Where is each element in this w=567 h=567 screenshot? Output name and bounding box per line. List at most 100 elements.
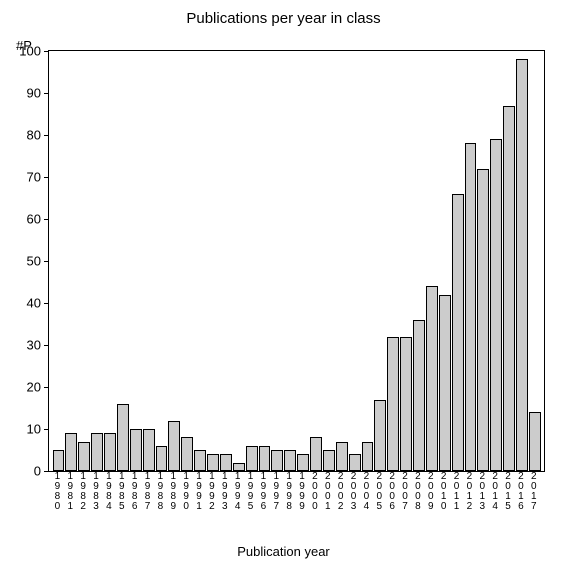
x-tick-label: 1993 — [218, 472, 231, 512]
bar — [529, 412, 541, 471]
bar — [336, 442, 348, 471]
x-tick-label: 1996 — [257, 472, 270, 512]
bar — [78, 442, 90, 471]
x-tick-label: 2012 — [463, 472, 476, 512]
x-tick-label: 1992 — [206, 472, 219, 512]
x-tick-label: 2011 — [450, 472, 463, 512]
bar — [323, 450, 335, 471]
y-tick-label: 80 — [27, 128, 41, 143]
x-tick-label: 1980 — [51, 472, 64, 512]
y-tick — [44, 135, 49, 136]
y-tick — [44, 177, 49, 178]
x-tick-label: 2009 — [424, 472, 437, 512]
bar — [181, 437, 193, 471]
bar — [465, 143, 477, 471]
y-tick-label: 100 — [19, 44, 41, 59]
y-tick — [44, 429, 49, 430]
bar — [168, 421, 180, 471]
bar — [220, 454, 232, 471]
bar — [490, 139, 502, 471]
x-tick-label: 1986 — [128, 472, 141, 512]
bar — [117, 404, 129, 471]
y-tick — [44, 51, 49, 52]
x-tick-label: 1984 — [103, 472, 116, 512]
bar — [516, 59, 528, 471]
bar — [426, 286, 438, 471]
x-tick-label: 2007 — [399, 472, 412, 512]
x-tick-label: 2017 — [527, 472, 540, 512]
y-tick — [44, 93, 49, 94]
x-tick-label: 2005 — [373, 472, 386, 512]
bar — [194, 450, 206, 471]
bar — [310, 437, 322, 471]
y-tick-label: 40 — [27, 296, 41, 311]
y-tick — [44, 219, 49, 220]
x-tick-label: 2003 — [347, 472, 360, 512]
x-tick-label: 1988 — [154, 472, 167, 512]
bar — [400, 337, 412, 471]
y-tick-label: 20 — [27, 380, 41, 395]
y-tick-label: 60 — [27, 212, 41, 227]
bar — [259, 446, 271, 471]
x-tick-label: 1985 — [115, 472, 128, 512]
x-tick-label: 1999 — [296, 472, 309, 512]
y-tick — [44, 261, 49, 262]
x-tick-label: 2002 — [334, 472, 347, 512]
x-tick-label: 1990 — [180, 472, 193, 512]
x-tick-label: 1995 — [244, 472, 257, 512]
bar — [374, 400, 386, 471]
x-tick-label: 1983 — [90, 472, 103, 512]
x-tick-label: 2006 — [386, 472, 399, 512]
bar — [91, 433, 103, 471]
x-tick-label: 2016 — [515, 472, 528, 512]
bar — [349, 454, 361, 471]
y-tick-label: 70 — [27, 170, 41, 185]
y-tick — [44, 303, 49, 304]
x-axis-label: Publication year — [0, 544, 567, 559]
x-tick-label: 2013 — [476, 472, 489, 512]
x-labels-group: 1980198119821983198419851986198719881989… — [48, 472, 543, 512]
x-tick-label: 1982 — [77, 472, 90, 512]
x-tick-label: 1981 — [64, 472, 77, 512]
y-tick-label: 30 — [27, 338, 41, 353]
bar — [207, 454, 219, 471]
x-tick-label: 2001 — [321, 472, 334, 512]
bar — [284, 450, 296, 471]
bar — [104, 433, 116, 471]
bars-group — [49, 51, 544, 471]
bar — [297, 454, 309, 471]
bar — [156, 446, 168, 471]
x-tick-label: 2015 — [502, 472, 515, 512]
bar — [130, 429, 142, 471]
x-tick-label: 1994 — [231, 472, 244, 512]
bar — [503, 106, 515, 471]
y-tick-label: 90 — [27, 86, 41, 101]
chart-title: Publications per year in class — [0, 10, 567, 27]
x-tick-label: 1989 — [167, 472, 180, 512]
x-tick-label: 1998 — [283, 472, 296, 512]
y-tick-label: 10 — [27, 422, 41, 437]
y-tick — [44, 345, 49, 346]
x-tick-label: 2010 — [437, 472, 450, 512]
chart-container: Publications per year in class #P 010203… — [0, 0, 567, 567]
y-tick-label: 50 — [27, 254, 41, 269]
bar — [233, 463, 245, 471]
bar — [387, 337, 399, 471]
x-tick-label: 1997 — [270, 472, 283, 512]
bar — [439, 295, 451, 471]
x-tick-label: 1987 — [141, 472, 154, 512]
x-tick-label: 1991 — [193, 472, 206, 512]
bar — [143, 429, 155, 471]
y-tick — [44, 387, 49, 388]
bar — [271, 450, 283, 471]
plot-area: 0102030405060708090100 — [48, 50, 545, 472]
x-tick-label: 2000 — [309, 472, 322, 512]
x-tick-label: 2008 — [412, 472, 425, 512]
bar — [452, 194, 464, 471]
bar — [53, 450, 65, 471]
x-tick-label: 2014 — [489, 472, 502, 512]
bar — [246, 446, 258, 471]
bar — [362, 442, 374, 471]
bar — [65, 433, 77, 471]
bar — [413, 320, 425, 471]
